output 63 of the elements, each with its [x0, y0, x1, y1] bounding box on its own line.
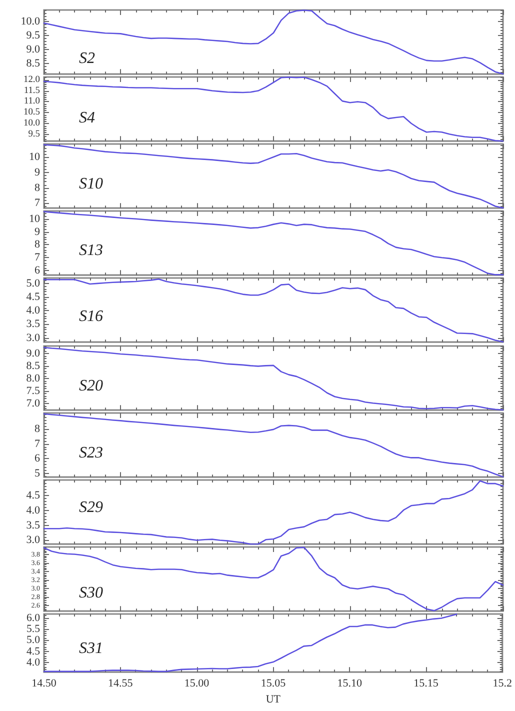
y-tick-label: 10: [29, 151, 40, 164]
y-tick-label: 6: [34, 264, 40, 277]
y-tick-label: 9.0: [26, 44, 40, 56]
y-tick-label: 8.0: [26, 372, 41, 384]
y-tick-label: 10.0: [24, 118, 40, 129]
y-tick-label: 3.0: [26, 534, 40, 546]
y-tick-label: 7.0: [26, 397, 41, 410]
y-tick-label: 5: [34, 466, 40, 479]
y-tick-label: 9: [34, 166, 40, 179]
text: S20: [79, 376, 103, 394]
y-tick-label: 4.5: [26, 291, 40, 304]
y-tick-label: 12.0: [24, 74, 40, 85]
y-tick-label: 7.5: [26, 384, 41, 397]
text: S4: [79, 109, 95, 126]
y-tick-label: 5.5: [26, 622, 40, 635]
text: S16: [79, 308, 103, 326]
y-tick-label: 9.0: [26, 347, 41, 360]
x-tick-label: 14.50: [32, 677, 57, 690]
y-tick-label: 3.5: [26, 519, 40, 532]
y-tick-label: 8: [34, 182, 40, 194]
text: S31: [79, 640, 103, 657]
x-tick-label: 15.05: [260, 677, 286, 690]
y-tick-label: 7: [34, 197, 40, 210]
y-tick-label: 8: [34, 422, 40, 435]
x-axis-title: UT: [266, 693, 281, 706]
y-tick-label: 3.5: [26, 318, 40, 331]
x-tick-label: 15.2: [492, 677, 512, 690]
y-tick-label: 6.0: [26, 612, 40, 624]
y-tick-label: 7: [34, 437, 40, 450]
y-tick-label: 11.5: [24, 86, 40, 96]
y-tick-label: 10: [29, 213, 40, 226]
x-tick-label: 15.00: [184, 677, 210, 690]
line-series: [43, 346, 504, 410]
y-tick-label: 8: [34, 239, 40, 252]
text: S13: [79, 242, 103, 260]
y-tick-label: 4.0: [26, 504, 40, 516]
x-tick-label: 15.15: [414, 677, 439, 690]
y-tick-label: 4.5: [26, 489, 40, 502]
y-tick-label: 5.0: [26, 634, 40, 646]
text: S23: [79, 444, 103, 462]
y-tick-label: 7: [34, 252, 40, 264]
y-tick-label: 9.5: [28, 130, 40, 140]
text: S30: [79, 584, 103, 602]
y-tick-label: 4.0: [26, 304, 40, 317]
y-tick-label: 10.5: [24, 108, 40, 118]
text: S2: [79, 50, 95, 68]
y-tick-label: 4.0: [26, 656, 40, 668]
line-series: [43, 613, 458, 672]
text: S29: [79, 498, 103, 516]
y-tick-label: 9.5: [26, 30, 40, 42]
y-tick-label: 6: [34, 452, 40, 464]
text: S10: [79, 176, 103, 193]
y-tick-label: 8.5: [26, 360, 41, 372]
y-tick-label: 10.0: [20, 16, 40, 28]
y-tick-label: 4.5: [26, 645, 40, 658]
line-series: [43, 278, 504, 343]
x-tick-label: 15.10: [337, 677, 362, 690]
y-tick-label: 5.0: [26, 278, 40, 290]
x-tick-label: 14.55: [108, 677, 134, 690]
y-tick-label: 3.0: [26, 332, 40, 344]
y-tick-label: 9: [34, 226, 40, 238]
y-tick-label: 11.0: [24, 96, 40, 107]
y-tick-label: 8.5: [26, 58, 40, 70]
